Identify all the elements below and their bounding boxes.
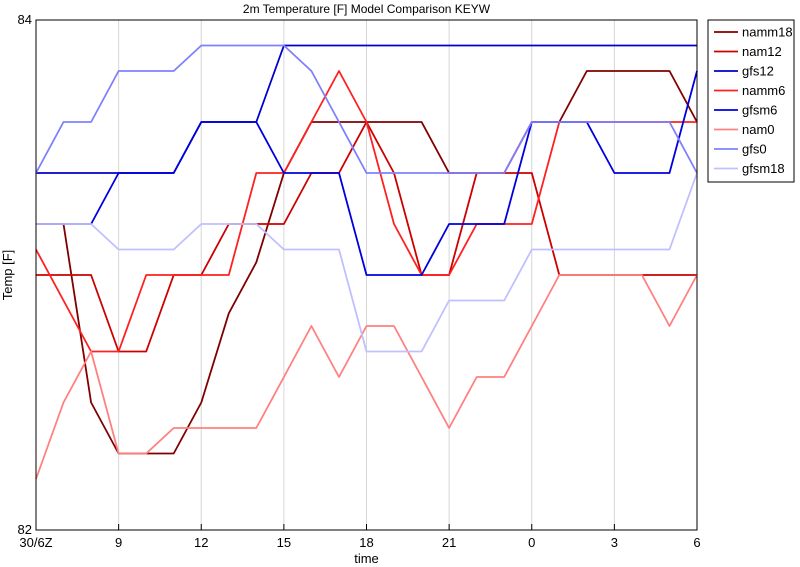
x-tick-label: 30/6Z — [19, 535, 52, 550]
series-line-gfs0 — [35, 44, 698, 174]
legend-box — [707, 19, 795, 183]
x-tick-label: 3 — [611, 535, 618, 550]
legend-label: gfs0 — [742, 142, 767, 157]
x-tick-label: 9 — [115, 535, 122, 550]
series-lines — [35, 44, 698, 480]
y-axis-label: Temp [F] — [0, 250, 15, 301]
x-tick-label: 18 — [359, 535, 373, 550]
series-line-gfsm18 — [36, 172, 698, 353]
series-line-nam0 — [35, 274, 698, 480]
legend-label: gfsm18 — [742, 161, 785, 176]
y-tick-label: 82 — [18, 522, 32, 537]
legend-label: gfs12 — [742, 64, 774, 79]
x-tick-label: 12 — [194, 535, 208, 550]
legend-label: namm6 — [742, 83, 785, 98]
x-axis-label: time — [354, 551, 379, 566]
ticks: 30/6Z 9 12 15 18 21 0 3 6 82 84 — [18, 12, 701, 550]
x-tick-label: 21 — [442, 535, 456, 550]
legend: namm18 nam12 gfs12 namm6 gfsm6 nam0 gfs0 gfsm18 — [707, 19, 795, 183]
legend-label: nam0 — [742, 122, 775, 137]
chart-title: 2m Temperature [F] Model Comparison KEYW — [243, 2, 491, 16]
legend-label: namm18 — [742, 25, 793, 40]
x-tick-label: 15 — [277, 535, 291, 550]
legend-label: gfsm6 — [742, 103, 777, 118]
y-tick-label: 84 — [18, 12, 32, 27]
x-tick-label: 0 — [528, 535, 535, 550]
x-tick-label: 6 — [693, 535, 700, 550]
legend-label: nam12 — [742, 44, 782, 59]
